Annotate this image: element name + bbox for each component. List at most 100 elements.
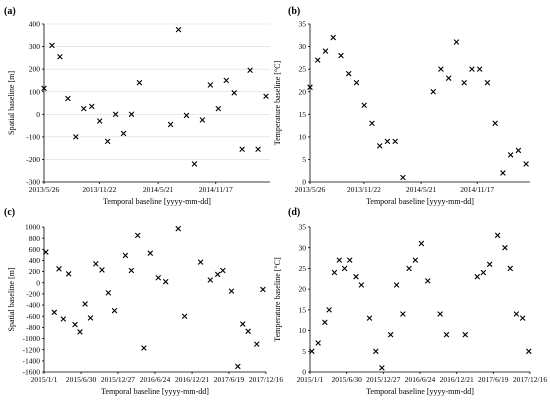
panel-c-y-tick-label: -600 xyxy=(26,312,40,321)
panel-a-data-point xyxy=(215,105,222,112)
panel-d-data-point xyxy=(353,273,359,280)
panel-d-data-point xyxy=(322,319,328,326)
panel-c-data-point xyxy=(235,363,241,370)
panel-c-y-tick-label: -1600 xyxy=(23,368,41,377)
panel-c-data-point xyxy=(207,277,214,283)
panel-a-y-tick-label: 200 xyxy=(29,65,41,74)
panel-c-data-point xyxy=(56,266,62,272)
panel-a-data-point xyxy=(263,93,269,100)
panel-a-y-axis-title: Spatial baseline [m] xyxy=(7,71,16,135)
panel-d-data-point xyxy=(387,331,394,338)
panel-a-data-point xyxy=(80,105,87,112)
panel-a-data-point xyxy=(207,82,214,88)
panel-a-data-point xyxy=(136,79,143,86)
panel-a-data-point xyxy=(183,112,190,119)
panel-c-y-tick-label: 1000 xyxy=(25,223,40,232)
panel-c-y-tick-label: 0 xyxy=(36,278,40,287)
panel-a-data-point xyxy=(88,103,95,110)
panel-a-data-point xyxy=(175,26,182,33)
panel-a-data-point xyxy=(73,134,79,140)
panel-c-data-point xyxy=(228,288,235,294)
panel-c-data-point xyxy=(214,271,221,278)
panel-c-data-point xyxy=(239,321,246,327)
panel-b-data-point xyxy=(361,102,367,109)
panel-b-data-point xyxy=(476,66,483,72)
panel-c-data-point xyxy=(87,315,94,321)
panel-c-data-point xyxy=(175,225,182,232)
panel-d-data-point xyxy=(418,240,425,247)
panel-d-data-point xyxy=(507,265,514,272)
panel-a-data-point xyxy=(167,121,174,128)
panel-c-data-point xyxy=(122,252,129,259)
panel-c-y-tick-label: 600 xyxy=(29,245,41,254)
panel-c-label: (c) xyxy=(4,207,15,218)
panel-b-data-point xyxy=(392,138,398,145)
panel-a-y-tick-label: -300 xyxy=(26,178,40,187)
panel-b-data-point xyxy=(314,57,321,63)
panel-b-x-axis-title: Temporal baseline [yyyy-mm-dd] xyxy=(366,197,474,206)
panel-a-data-point xyxy=(41,85,47,92)
panel-d-data-point xyxy=(393,282,400,288)
panel-b-data-point xyxy=(500,170,506,176)
panel-b-data-point xyxy=(484,79,491,86)
panel-c-y-tick-label: 200 xyxy=(29,267,41,276)
panel-b-y-tick-label: 15 xyxy=(299,110,307,119)
panel-d-data-point xyxy=(326,307,332,313)
panel-b-data-point xyxy=(353,79,360,86)
panel-a-y-tick-label: 300 xyxy=(29,42,41,51)
panel-b-x-tick-label: 2013/11/22 xyxy=(347,185,381,194)
panel-c-x-tick-label: 2016/12/21 xyxy=(175,375,209,384)
panel-d-x-tick-label: 2015/1/1 xyxy=(297,375,324,384)
panel-c-y-tick-label: -1000 xyxy=(23,334,41,343)
panel-d-data-point xyxy=(443,331,450,338)
panel-d-data-point xyxy=(424,278,431,284)
panel-b-data-point xyxy=(445,75,452,81)
panel-b-data-point xyxy=(438,66,444,72)
panel-c-y-axis-title: Spatial baseline [m] xyxy=(7,267,16,331)
panel-d-data-point xyxy=(366,315,373,321)
panel-d-data-point xyxy=(462,331,469,338)
panel-d-data-point xyxy=(331,269,338,276)
panel-c-x-tick-label: 2015/1/1 xyxy=(31,375,58,384)
panel-d-data-point xyxy=(494,232,501,239)
panel-a-data-point xyxy=(199,117,206,123)
panel-d-y-tick-label: 10 xyxy=(299,326,307,335)
panel-b-data-point xyxy=(492,120,498,127)
panel-d-y-tick-label: 15 xyxy=(299,305,307,314)
panel-d-label: (d) xyxy=(288,207,300,218)
panel-d-data-point xyxy=(341,265,348,272)
panel-d-y-tick-label: 0 xyxy=(302,368,306,377)
panel-a-data-point xyxy=(65,95,71,102)
panel-d-data-point xyxy=(346,257,353,263)
panel-d-x-tick-label: 2016/12/21 xyxy=(440,375,474,384)
panel-d-data-point xyxy=(513,311,520,317)
panel-b-y-tick-label: 20 xyxy=(299,87,307,96)
panel-c-x-tick-label: 2015/12/27 xyxy=(101,375,135,384)
panel-c-data-point xyxy=(155,274,162,281)
panel-d-data-point xyxy=(373,348,379,355)
panel-c-x-tick-label: 2016/6/24 xyxy=(140,375,171,384)
panel-c-y-tick-label: 400 xyxy=(29,256,41,265)
panel-d-x-axis-title: Temporal baseline [yyyy-mm-dd] xyxy=(366,387,474,396)
panel-c-y-tick-label: -800 xyxy=(26,323,40,332)
panel-c-data-point xyxy=(128,267,135,274)
panel-b-y-tick-label: 5 xyxy=(302,155,306,164)
panel-b-data-point xyxy=(523,161,529,167)
panel-a-x-tick-label: 2013/11/22 xyxy=(82,185,116,194)
panel-c-data-point xyxy=(93,261,99,267)
panel-d-y-tick-label: 25 xyxy=(299,264,307,273)
panel-d-data-point xyxy=(358,282,365,288)
panel-a-data-point xyxy=(231,90,237,96)
panel-c-data-point xyxy=(111,307,118,314)
panel-b-data-point xyxy=(453,39,460,45)
panel-a-y-tick-label: -100 xyxy=(26,132,40,141)
panel-c-data-point xyxy=(99,267,105,273)
panel-b-y-tick-label: 10 xyxy=(299,132,307,141)
panel-d-data-point xyxy=(412,257,419,263)
panel-d-data-point xyxy=(400,311,406,317)
panel-c-y-tick-label: -1400 xyxy=(23,356,41,365)
panel-b-data-point xyxy=(345,70,352,77)
panel-a-data-point xyxy=(247,67,253,74)
panel-c-data-point xyxy=(43,249,49,255)
